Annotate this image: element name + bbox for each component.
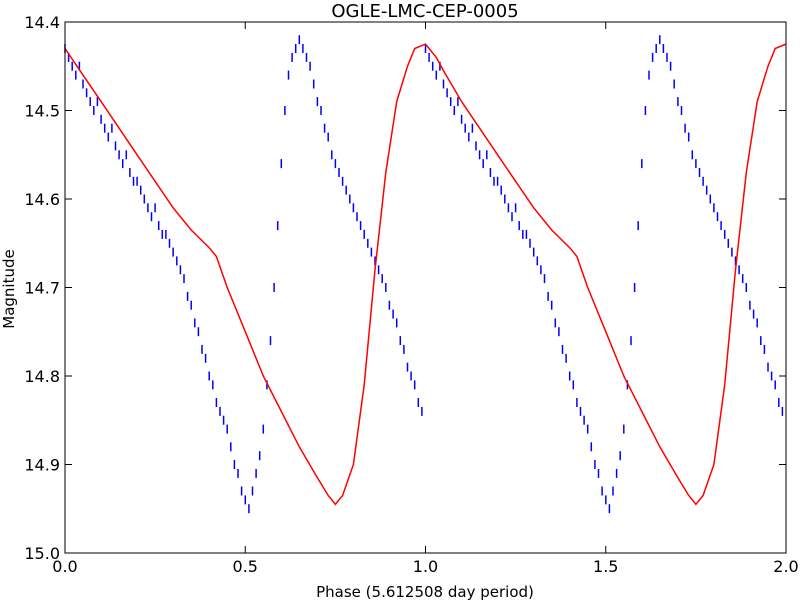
y-tick-label: 14.8 [24,367,60,386]
x-tick-label: 1.5 [593,557,618,576]
x-tick-label: 0.5 [233,557,258,576]
y-tick-label: 14.9 [24,456,60,475]
y-axis-title: Magnitude [0,249,18,328]
axes: 0.0 0.5 1.0 1.5 2.0 14.4 14.5 14.6 14.7 14.8 14.9 1… [24,13,798,576]
x-tick-label: 0.0 [52,557,77,576]
y-tick-label: 14.7 [24,279,60,298]
plot-area [64,35,787,514]
y-tick-label: 15.0 [24,544,60,563]
chart-title: OGLE-LMC-CEP-0005 [331,1,518,22]
x-tick-label: 1.0 [413,557,438,576]
y-tick-label: 14.4 [24,13,60,32]
model-fit-line [64,43,787,506]
y-tick-label: 14.6 [24,190,60,209]
x-tick-label: 2.0 [773,557,798,576]
x-axis-title: Phase (5.612508 day period) [316,583,534,600]
y-tick-label: 14.5 [24,102,60,121]
